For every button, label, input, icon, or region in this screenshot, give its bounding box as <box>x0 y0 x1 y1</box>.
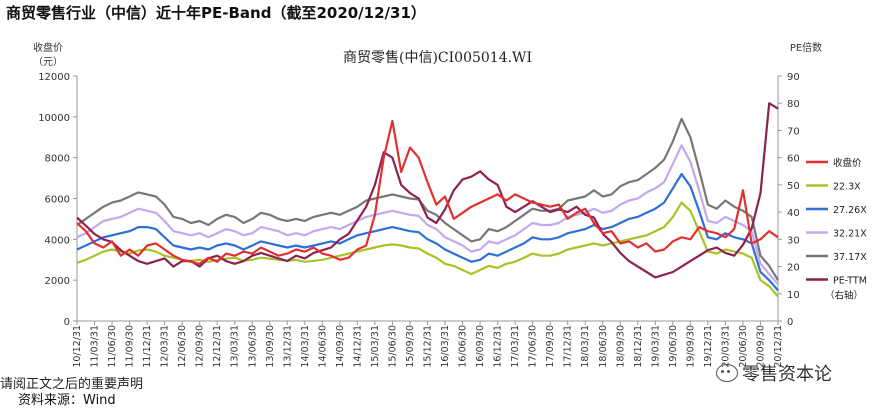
series-line-band3 <box>76 144 779 286</box>
x-tick-label: 20/12/31 <box>773 325 784 368</box>
left-tick-label: 8000 <box>45 154 70 165</box>
right-tick-label: 80 <box>787 99 800 110</box>
x-tick-label: 20/09/30 <box>755 325 766 368</box>
legend-label-band1: 22.3X <box>833 182 861 193</box>
page-title: 商贸零售行业（中信）近十年PE-Band（截至2020/12/31） <box>6 4 426 22</box>
x-tick-label: 13/06/30 <box>247 325 258 368</box>
right-axis-title: PE倍数 <box>790 41 822 54</box>
right-tick-label: 0 <box>787 317 793 328</box>
x-tick-label: 15/03/31 <box>370 325 381 368</box>
series-line-close <box>76 119 779 265</box>
x-tick-label: 20/06/30 <box>738 325 749 368</box>
x-tick-label: 14/12/31 <box>352 325 363 368</box>
x-tick-label: 15/06/30 <box>387 325 398 368</box>
x-tick-label: 12/12/31 <box>212 325 223 368</box>
x-tick-label: 14/03/31 <box>300 325 311 368</box>
right-tick-label: 30 <box>787 235 800 246</box>
right-tick-label: 60 <box>787 154 800 165</box>
right-tick-label: 20 <box>787 263 800 274</box>
x-tick-label: 17/06/30 <box>528 325 539 368</box>
watermark-text: 零售资本论 <box>742 364 832 385</box>
legend-label-close: 收盘价 <box>833 157 862 169</box>
disclaimer-text: 请阅正文之后的重要声明 <box>0 377 144 392</box>
chart-title: 商贸零售(中信)CI005014.WI <box>343 50 532 66</box>
legend-label-band3: 32.21X <box>833 229 867 240</box>
x-tick-label: 11/12/31 <box>142 325 153 368</box>
x-tick-label: 13/09/30 <box>265 325 276 368</box>
source-text: 资料来源：Wind <box>18 393 116 408</box>
x-tick-label: 13/03/31 <box>230 325 241 368</box>
x-tick-label: 17/12/31 <box>563 325 574 368</box>
x-tick-label: 15/09/30 <box>405 325 416 368</box>
x-tick-label: 11/03/31 <box>90 325 101 368</box>
left-tick-label: 6000 <box>45 195 70 206</box>
x-tick-label: 16/03/31 <box>440 325 451 368</box>
x-tick-label: 19/06/30 <box>668 325 679 368</box>
right-tick-label: 50 <box>787 181 800 192</box>
right-tick-label: 90 <box>787 72 800 83</box>
left-tick-label: 10000 <box>38 113 70 124</box>
x-tick-label: 17/09/30 <box>545 325 556 368</box>
series-line-band1 <box>76 201 779 298</box>
x-tick-label: 16/12/31 <box>493 325 504 368</box>
x-tick-label: 17/03/31 <box>510 325 521 368</box>
x-tick-label: 18/09/30 <box>615 325 626 368</box>
legend-right-axis-note: （右轴） <box>825 290 863 302</box>
x-tick-label: 13/12/31 <box>282 325 293 368</box>
x-tick-label: 20/03/31 <box>720 325 731 368</box>
x-tick-label: 12/06/30 <box>177 325 188 368</box>
right-tick-label: 40 <box>787 208 800 219</box>
watermark: 零售资本论 <box>716 360 832 386</box>
x-tick-label: 16/06/30 <box>458 325 469 368</box>
left-axis-title: 收盘价 <box>33 41 63 54</box>
x-tick-label: 18/12/31 <box>633 325 644 368</box>
wechat-icon <box>716 364 738 382</box>
x-tick-label: 18/06/30 <box>598 325 609 368</box>
x-tick-label: 14/09/30 <box>335 325 346 368</box>
x-tick-label: 19/12/31 <box>703 325 714 368</box>
x-tick-label: 16/09/30 <box>475 325 486 368</box>
x-tick-label: 15/12/31 <box>423 325 434 368</box>
right-tick-label: 10 <box>787 290 800 301</box>
right-tick-label: 70 <box>787 126 800 137</box>
series-line-band2 <box>76 172 779 292</box>
x-tick-label: 11/06/30 <box>107 325 118 368</box>
x-tick-label: 11/09/30 <box>125 325 136 368</box>
x-tick-label: 19/09/30 <box>685 325 696 368</box>
left-tick-label: 2000 <box>45 276 70 287</box>
left-tick-label: 4000 <box>45 235 70 246</box>
x-tick-label: 19/03/31 <box>650 325 661 368</box>
left-axis-title-unit: （元） <box>33 56 63 68</box>
legend-label-band4: 37.17X <box>833 252 867 263</box>
series-line-band4 <box>76 117 779 281</box>
x-tick-label: 12/03/31 <box>160 325 171 368</box>
x-tick-label: 10/12/31 <box>72 325 83 368</box>
legend-label-pe: PE-TTM <box>833 276 867 287</box>
legend-label-band2: 27.26X <box>833 205 867 216</box>
left-tick-label: 12000 <box>38 72 70 83</box>
x-tick-label: 14/06/30 <box>317 325 328 368</box>
x-tick-label: 12/09/30 <box>195 325 206 368</box>
x-tick-label: 18/03/31 <box>580 325 591 368</box>
left-tick-label: 0 <box>64 317 70 328</box>
